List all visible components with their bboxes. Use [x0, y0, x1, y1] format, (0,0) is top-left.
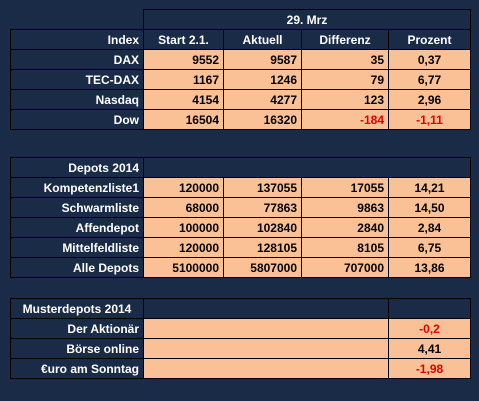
- aktuell-cell[interactable]: 16320: [223, 109, 302, 130]
- table-row: Kompetenzliste1 120000 137055 17055 14,2…: [10, 177, 471, 198]
- start-cell[interactable]: 1167: [143, 69, 224, 90]
- depots-table: Depots 2014 Kompetenzliste1 120000 13705…: [10, 157, 471, 278]
- pct-cell[interactable]: 14,50: [388, 197, 471, 218]
- start-cell[interactable]: 100000: [143, 217, 224, 238]
- pct-cell[interactable]: 0,37: [388, 49, 471, 70]
- index-table: 29. Mrz Index Start 2.1. Aktuell Differe…: [10, 9, 471, 130]
- pct-cell[interactable]: 2,96: [388, 89, 471, 110]
- row-label[interactable]: €uro am Sonntag: [10, 358, 144, 379]
- diff-cell[interactable]: 17055: [301, 177, 389, 198]
- diff-cell[interactable]: 9863: [301, 197, 389, 218]
- table-row: Dow 16504 16320 -184 -1,11: [10, 109, 471, 130]
- row-label[interactable]: Schwarmliste: [10, 197, 144, 218]
- start-cell[interactable]: 9552: [143, 49, 224, 70]
- fill-cell[interactable]: [143, 318, 389, 339]
- table-row: Mittelfeldliste 120000 128105 8105 6,75: [10, 237, 471, 258]
- table-row: €uro am Sonntag -1,98: [10, 358, 471, 379]
- diff-cell[interactable]: 707000: [301, 257, 389, 278]
- row-label[interactable]: Mittelfeldliste: [10, 237, 144, 258]
- start-cell[interactable]: 5100000: [143, 257, 224, 278]
- pct-cell[interactable]: 4,41: [388, 338, 471, 359]
- start-cell[interactable]: 120000: [143, 177, 224, 198]
- table-row: Nasdaq 4154 4277 123 2,96: [10, 89, 471, 110]
- diff-cell[interactable]: 79: [301, 69, 389, 90]
- pct-cell[interactable]: 2,84: [388, 217, 471, 238]
- row-label[interactable]: Alle Depots: [10, 257, 144, 278]
- table-row: Börse online 4,41: [10, 338, 471, 359]
- diff-cell[interactable]: 35: [301, 49, 389, 70]
- row-label[interactable]: Dow: [10, 109, 144, 130]
- header-differenz[interactable]: Differenz: [301, 29, 389, 50]
- start-cell[interactable]: 16504: [143, 109, 224, 130]
- row-label[interactable]: Nasdaq: [10, 89, 144, 110]
- header-index[interactable]: Index: [10, 29, 144, 50]
- pct-cell[interactable]: -1,98: [388, 358, 471, 379]
- fill-cell[interactable]: [143, 358, 389, 379]
- cell-empty[interactable]: [388, 298, 471, 319]
- start-cell[interactable]: 4154: [143, 89, 224, 110]
- aktuell-cell[interactable]: 102840: [223, 217, 302, 238]
- fill-cell[interactable]: [143, 338, 389, 359]
- aktuell-cell[interactable]: 5807000: [223, 257, 302, 278]
- diff-cell[interactable]: 8105: [301, 237, 389, 258]
- depots-title[interactable]: Depots 2014: [10, 157, 144, 178]
- start-cell[interactable]: 68000: [143, 197, 224, 218]
- cell-empty[interactable]: [143, 298, 389, 319]
- diff-cell[interactable]: -184: [301, 109, 389, 130]
- table-row: TEC-DAX 1167 1246 79 6,77: [10, 69, 471, 90]
- row-label[interactable]: DAX: [10, 49, 144, 70]
- pct-cell[interactable]: 6,77: [388, 69, 471, 90]
- table-row: DAX 9552 9587 35 0,37: [10, 49, 471, 70]
- diff-cell[interactable]: 123: [301, 89, 389, 110]
- header-start[interactable]: Start 2.1.: [143, 29, 224, 50]
- musterdepots-table: Musterdepots 2014 Der Aktionär -0,2 Börs…: [10, 298, 471, 379]
- pct-cell[interactable]: 6,75: [388, 237, 471, 258]
- header-prozent[interactable]: Prozent: [388, 29, 471, 50]
- row-label[interactable]: Kompetenzliste1: [10, 177, 144, 198]
- header-aktuell[interactable]: Aktuell: [223, 29, 302, 50]
- date-header[interactable]: 29. Mrz: [143, 9, 471, 30]
- pct-cell[interactable]: 13,86: [388, 257, 471, 278]
- cell-empty: [10, 9, 144, 30]
- row-label[interactable]: Affendepot: [10, 217, 144, 238]
- aktuell-cell[interactable]: 4277: [223, 89, 302, 110]
- pct-cell[interactable]: -0,2: [388, 318, 471, 339]
- row-label[interactable]: Börse online: [10, 338, 144, 359]
- diff-cell[interactable]: 2840: [301, 217, 389, 238]
- pct-cell[interactable]: 14,21: [388, 177, 471, 198]
- table-row: Der Aktionär -0,2: [10, 318, 471, 339]
- row-label[interactable]: TEC-DAX: [10, 69, 144, 90]
- aktuell-cell[interactable]: 77863: [223, 197, 302, 218]
- aktuell-cell[interactable]: 137055: [223, 177, 302, 198]
- table-row: Affendepot 100000 102840 2840 2,84: [10, 217, 471, 238]
- aktuell-cell[interactable]: 1246: [223, 69, 302, 90]
- musterdepots-title[interactable]: Musterdepots 2014: [10, 298, 144, 319]
- aktuell-cell[interactable]: 128105: [223, 237, 302, 258]
- table-row: Alle Depots 5100000 5807000 707000 13,86: [10, 257, 471, 278]
- start-cell[interactable]: 120000: [143, 237, 224, 258]
- table-row: Schwarmliste 68000 77863 9863 14,50: [10, 197, 471, 218]
- row-label[interactable]: Der Aktionär: [10, 318, 144, 339]
- cell-empty[interactable]: [143, 157, 471, 178]
- pct-cell[interactable]: -1,11: [388, 109, 471, 130]
- aktuell-cell[interactable]: 9587: [223, 49, 302, 70]
